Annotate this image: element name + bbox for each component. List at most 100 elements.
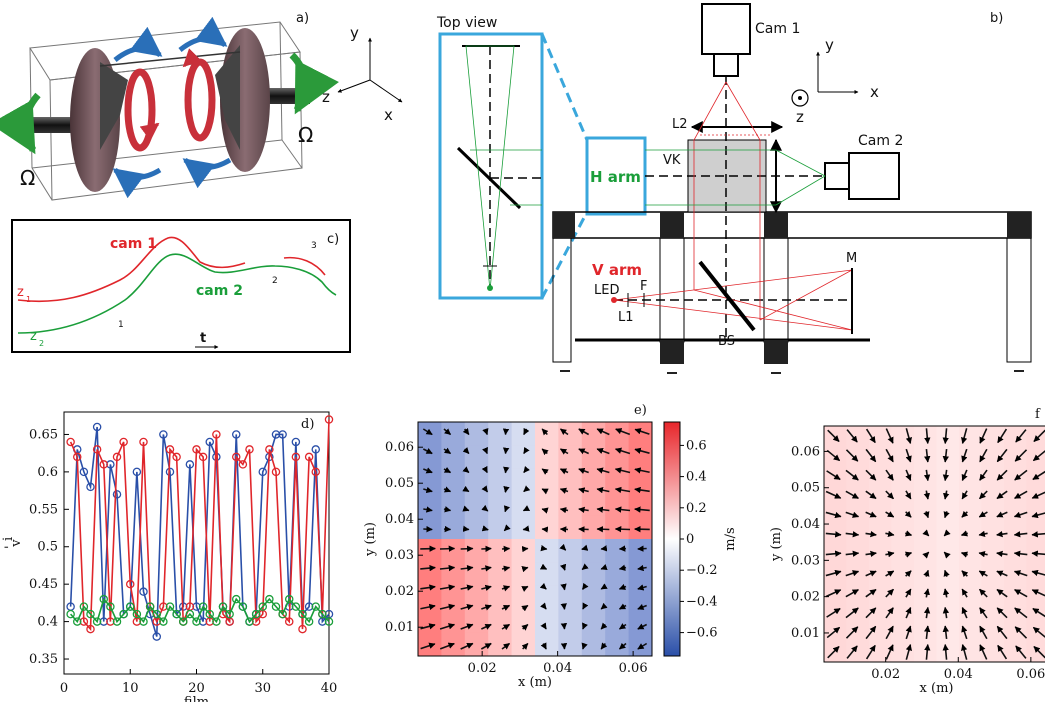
- data-point-d: [159, 430, 168, 439]
- vector-arrow: [637, 545, 647, 552]
- cam2-body: [848, 152, 900, 200]
- vector-arrow: [904, 530, 913, 537]
- vector-arrow: [961, 510, 969, 518]
- beamsplitter: [698, 260, 756, 332]
- vector-arrow: [943, 588, 950, 598]
- vector-arrow: [943, 511, 950, 519]
- vector-arrow: [523, 485, 531, 493]
- heatmap-cell: [418, 539, 442, 563]
- y-tick-label: 0.03: [385, 548, 414, 563]
- heatmap-cell: [914, 520, 937, 545]
- vessel-vk: [687, 139, 767, 213]
- vector-arrow: [462, 466, 470, 474]
- vector-arrow: [439, 603, 456, 610]
- data-point-d: [291, 602, 301, 611]
- heatmap-cell: [1004, 496, 1027, 521]
- data-point-d: [238, 602, 248, 611]
- y-axis-prime-d: ': [3, 545, 18, 549]
- red-vortex-left: [124, 68, 156, 152]
- vector-arrow: [481, 565, 492, 572]
- segment-1: 1: [118, 320, 124, 330]
- heatmap-cell: [1004, 520, 1027, 545]
- data-point-d: [231, 452, 241, 462]
- vector-arrow: [978, 550, 988, 558]
- vector-arrow: [634, 506, 650, 513]
- x-tick-label-d: 30: [254, 681, 271, 696]
- vector-arrow: [943, 569, 950, 577]
- x-axis-label-d: film: [184, 695, 209, 702]
- axis-a-y: y: [350, 24, 359, 42]
- vector-arrow: [443, 447, 452, 455]
- heatmap-cell: [936, 567, 960, 592]
- data-point-d: [205, 609, 214, 619]
- x-tick-label: 0.02: [871, 667, 900, 682]
- vector-arrow: [522, 505, 531, 512]
- heatmap-cell: [605, 468, 630, 493]
- heatmap-cell: [869, 638, 892, 663]
- vector-arrow: [634, 467, 650, 474]
- vector-arrow: [942, 625, 949, 640]
- heatmap-cell: [441, 492, 466, 517]
- z1-label: z: [17, 285, 24, 300]
- vector-arrow: [559, 448, 569, 455]
- y-axis-label: y (m): [769, 527, 784, 562]
- heatmap-cell: [441, 515, 466, 540]
- heatmap-cell: [488, 585, 513, 610]
- vector-arrow: [462, 427, 470, 436]
- vector-arrow: [1031, 589, 1045, 597]
- heatmap-cell: [936, 473, 960, 498]
- vector-arrow: [521, 623, 529, 631]
- vector-arrow: [439, 642, 455, 650]
- vector-arrow: [961, 428, 968, 444]
- vector-arrow: [578, 487, 589, 494]
- vector-arrow: [540, 602, 547, 610]
- panel-b-axes: y x z: [791, 36, 879, 126]
- heatmap-cell: [628, 539, 653, 563]
- heatmap-cell: [914, 473, 937, 498]
- heatmap-cell: [628, 632, 653, 657]
- vector-arrow: [905, 644, 912, 660]
- vector-arrow: [481, 623, 492, 630]
- data-point-d: [112, 617, 122, 626]
- vector-arrow: [600, 583, 608, 590]
- vector-arrow: [923, 588, 930, 598]
- data-point-d: [198, 602, 208, 611]
- cam1-trace: [17, 236, 246, 303]
- heatmap-cell: [824, 567, 847, 592]
- vector-arrow: [596, 467, 610, 474]
- data-point-d: [99, 594, 109, 604]
- vector-arrow: [503, 466, 510, 474]
- data-point-d: [152, 609, 161, 619]
- heatmap-cell: [1026, 567, 1045, 592]
- vector-arrow: [1032, 470, 1045, 481]
- vector-arrow: [1014, 449, 1028, 462]
- vector-arrow: [1013, 550, 1028, 557]
- heatmap-cell: [914, 544, 937, 569]
- vector-arrow: [521, 642, 529, 650]
- axis-b-x: x: [870, 83, 879, 101]
- vector-arrow: [996, 530, 1008, 538]
- vector-arrow: [422, 428, 433, 436]
- plot-frame-2: [823, 425, 1045, 663]
- heatmap-cell: [914, 449, 937, 474]
- vector-arrow: [865, 511, 877, 518]
- vector-arrow: [439, 545, 456, 552]
- data-point-d: [225, 609, 234, 619]
- data-point-d: [284, 594, 294, 604]
- heatmap-cell: [914, 426, 937, 451]
- vector-arrow: [845, 626, 859, 639]
- x-tick-label-d: 10: [122, 681, 139, 696]
- cam1-label-b: Cam 1: [755, 21, 800, 37]
- heatmap-cell: [464, 515, 489, 540]
- axis-b-z: z: [796, 108, 804, 126]
- heatmap-cell: [824, 544, 847, 569]
- vector-arrow: [885, 428, 894, 444]
- vector-arrow: [943, 529, 951, 537]
- colorbar-tick-label: −0.2: [686, 563, 718, 578]
- vector-arrow: [600, 622, 608, 630]
- vector-arrow: [997, 644, 1008, 660]
- vector-arrow: [905, 625, 912, 640]
- vector-arrow: [540, 642, 547, 650]
- heatmap-cell: [936, 638, 960, 663]
- colorbar-tick-label: 0.6: [686, 438, 707, 453]
